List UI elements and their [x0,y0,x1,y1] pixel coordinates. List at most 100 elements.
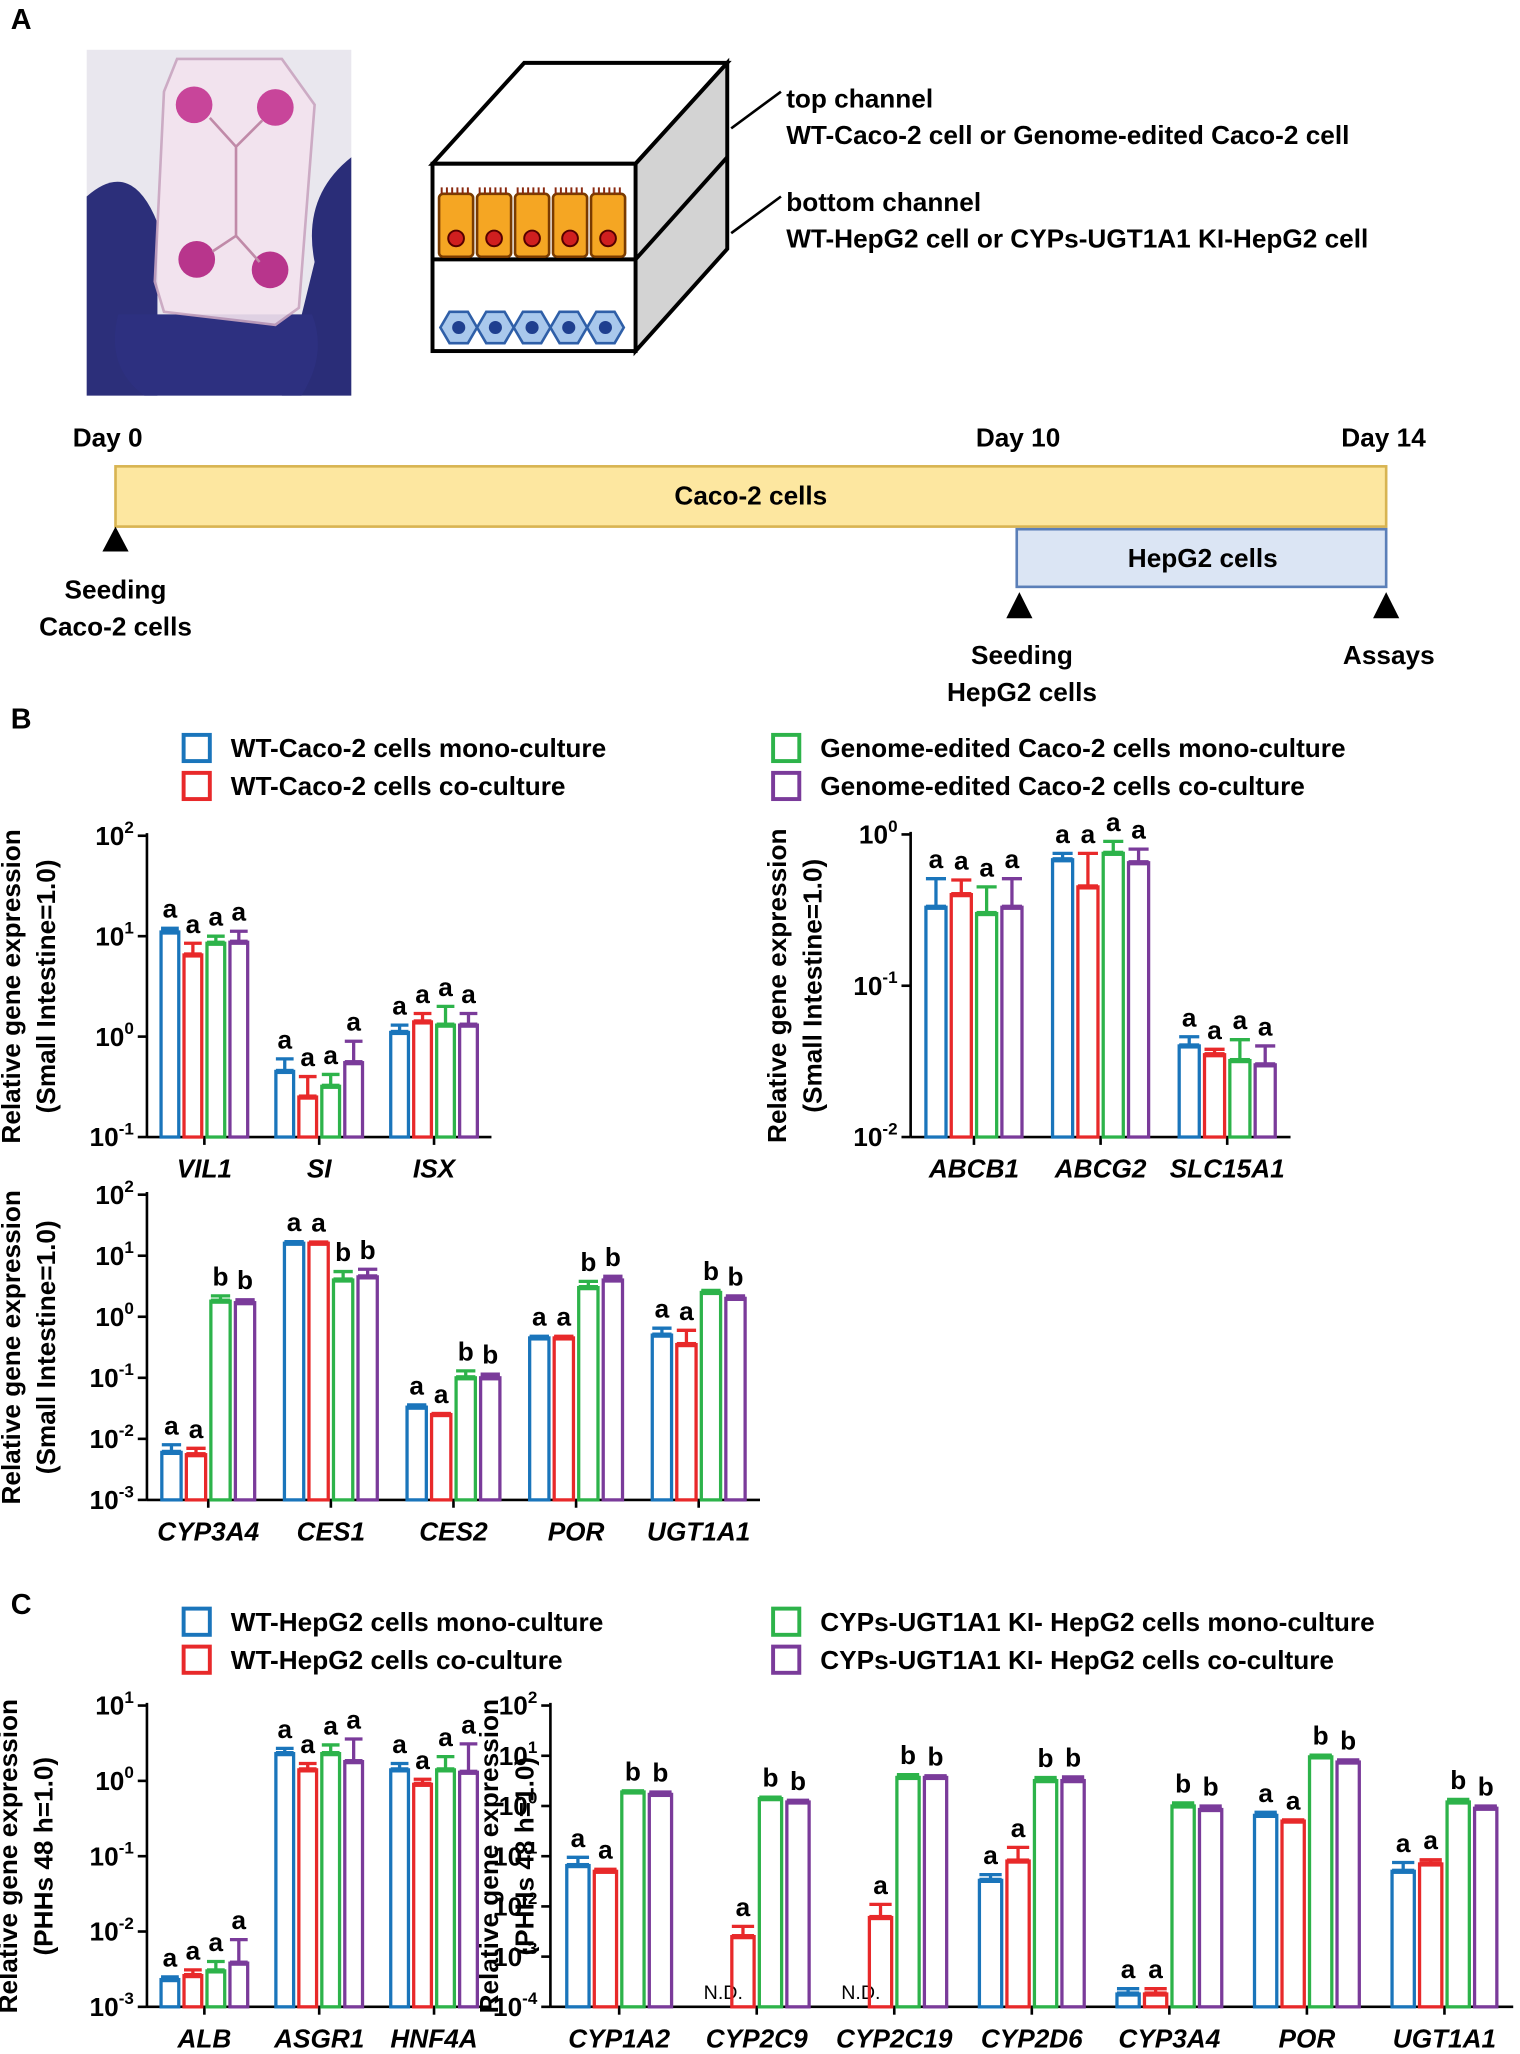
bar-top [951,892,972,898]
bar [1280,1819,1306,2009]
marker [1006,592,1033,619]
device-diagram [428,57,782,357]
significance-letter: b [928,1741,944,1771]
significance-letter: a [979,852,994,882]
x-tick-label: POR [1279,2023,1336,2053]
bar [1335,1760,1361,2009]
nd-label: N.D. [841,1982,880,2004]
bar [429,1412,453,1502]
y-tick-label: 10-4 [493,1989,538,2022]
legend-label: WT-HepG2 cells co-culture [231,1645,563,1675]
significance-letter: b [482,1340,498,1370]
significance-letter: a [277,1024,292,1054]
significance-letter: a [679,1296,694,1326]
label: Day 10 [976,423,1060,453]
bar [228,1961,250,2009]
bar-top [594,1868,617,1874]
bar-top [298,1767,317,1773]
tick-exponent: -1 [882,968,897,987]
label: WT-HepG2 cell or CYPs-UGT1A1 KI-HepG2 ce… [786,224,1368,254]
bar-top [413,1019,432,1025]
label: bottom channel [786,187,981,217]
x-tick-label: VIL1 [177,1154,232,1184]
y-axis-label: (Small Intestine=1.0) [31,859,61,1113]
bar-top [786,1799,810,1805]
bar-top [275,1751,294,1757]
tick-exponent: -3 [522,1939,537,1958]
tick-exponent: 0 [124,1299,133,1318]
tick-base: 10 [95,1302,124,1332]
legend-label: Genome-edited Caco-2 cells co-culture [820,771,1305,801]
significance-letter: a [461,979,476,1009]
bar [389,1030,411,1139]
bar-top [1052,857,1073,863]
tick-base: 10 [499,1691,528,1721]
significance-letter: a [557,1302,572,1332]
bar [160,1450,183,1502]
significance-letter: a [311,1207,326,1237]
error-bar [1229,1038,1250,1061]
bar-top [358,1274,378,1280]
significance-letter: a [287,1207,302,1237]
x-tick-label: SLC15A1 [1170,1154,1285,1184]
significance-letter: a [163,894,178,924]
tick-base: 10 [95,1241,124,1271]
bar-top [1282,1818,1305,1824]
bar-top [676,1341,697,1348]
bar [205,1969,227,2009]
bar [949,893,973,1139]
x-tick-label: ISX [413,1154,457,1184]
bar [454,1376,478,1502]
y-tick-label: 10-3 [90,1989,134,2022]
bar-top [652,1332,672,1338]
label: Caco-2 cells [674,480,827,510]
y-tick-label: 101 [95,1238,134,1271]
chip-photo [86,49,352,396]
tick-exponent: 2 [124,818,133,837]
bar-top [459,1022,478,1028]
significance-letter: a [438,972,453,1002]
bar-top [1474,1805,1497,1811]
y-axis-label: (PHHs 48 h=1.0) [29,1757,59,1956]
bar-top [1077,884,1098,890]
x-tick-label: ABCB1 [928,1154,1019,1184]
bar-top [186,1452,206,1458]
bar-top [1199,1806,1222,1813]
y-tick-label: 102 [95,818,134,851]
x-tick-label: POR [548,1516,605,1546]
significance-letter: b [1313,1721,1329,1751]
bar-top [529,1335,549,1341]
bar [528,1336,551,1502]
x-tick-label: UGT1A1 [1393,2023,1496,2053]
error-bar [1001,877,1022,908]
bar [274,1751,296,2009]
tick-base: 10 [499,1741,528,1771]
tick-exponent: 0 [124,1019,133,1038]
bar [205,941,227,1139]
legend-label: Genome-edited Caco-2 cells mono-culture [820,733,1345,763]
tick-exponent: 2 [528,1688,537,1707]
bar-top [235,1300,255,1306]
bar-top [284,1240,304,1246]
significance-letter: b [580,1247,596,1277]
significance-letter: b [790,1766,806,1796]
significance-letter: b [900,1740,916,1770]
significance-letter: a [1148,1954,1163,1984]
error-bar [976,885,997,914]
bar [699,1290,723,1502]
error-bar [229,1938,248,1964]
bar [724,1296,747,1502]
significance-letter: b [652,1758,668,1788]
y-tick-label: 10-2 [493,1889,537,1922]
significance-letter: a [438,1722,453,1752]
bar-top [344,1759,363,1765]
tick-base: 10 [90,1917,119,1947]
error-bar [925,877,947,908]
bar [343,1760,365,2009]
bar-top [554,1335,574,1341]
significance-letter: a [1106,807,1121,837]
significance-letter: a [983,1840,998,1870]
bar-top [298,1094,317,1100]
bar [1390,1869,1416,2009]
bar [405,1405,428,1502]
